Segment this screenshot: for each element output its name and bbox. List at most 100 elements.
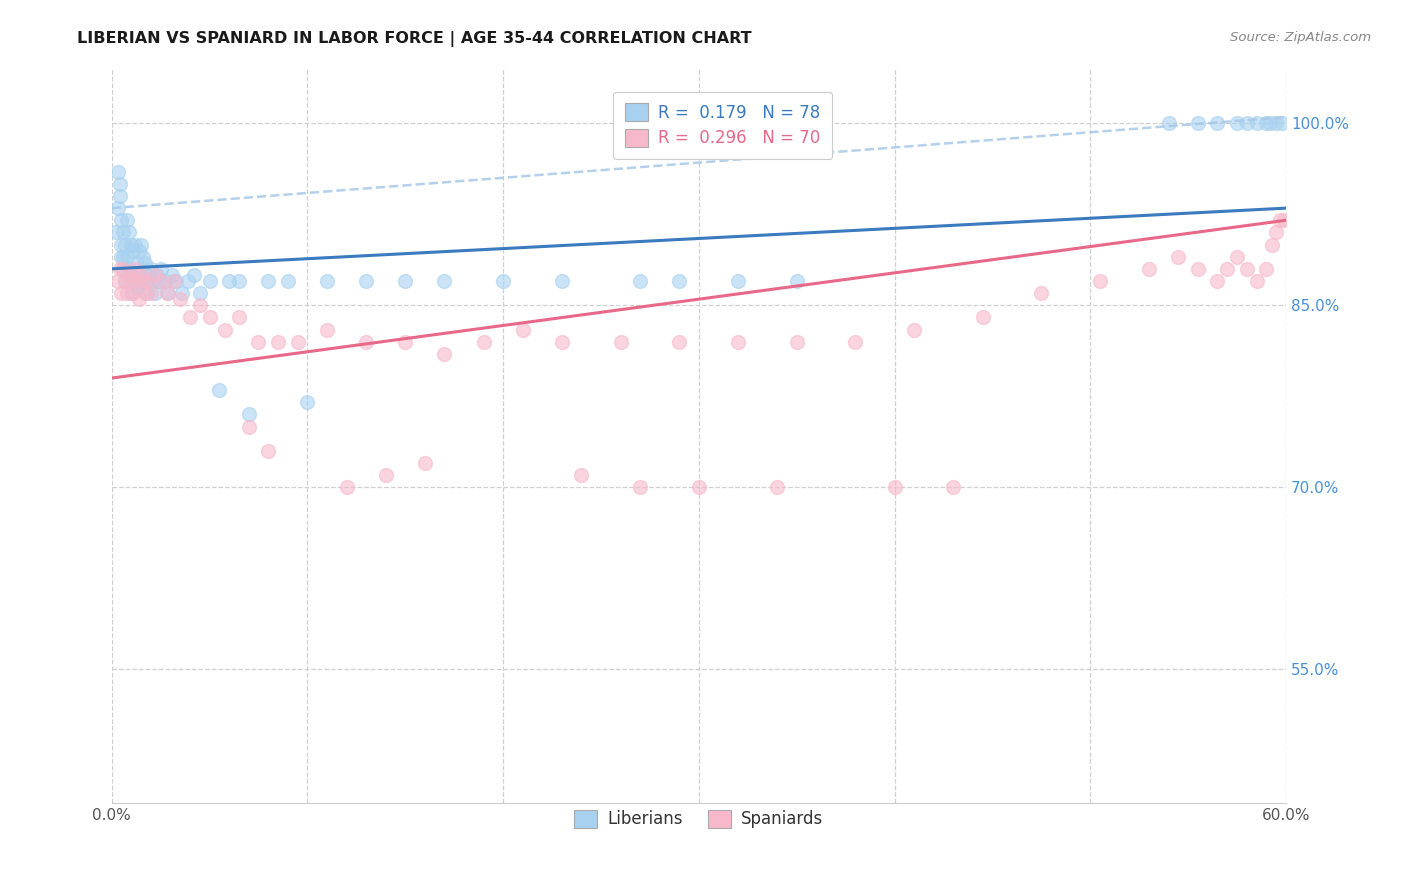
Point xyxy=(139,286,162,301)
Point xyxy=(287,334,309,349)
Point xyxy=(277,274,299,288)
Point xyxy=(120,274,142,288)
Point xyxy=(107,164,129,178)
Point xyxy=(124,237,146,252)
Point xyxy=(112,226,135,240)
Point xyxy=(143,286,166,301)
Point xyxy=(128,244,150,258)
Point xyxy=(727,334,749,349)
Point xyxy=(104,226,127,240)
Point xyxy=(668,274,690,288)
Point xyxy=(1187,261,1209,276)
Point xyxy=(110,286,132,301)
Point xyxy=(1271,116,1294,130)
Point xyxy=(117,286,139,301)
Point xyxy=(148,274,170,288)
Point xyxy=(1157,116,1180,130)
Point xyxy=(136,286,159,301)
Point xyxy=(551,274,574,288)
Point xyxy=(1246,274,1268,288)
Point xyxy=(198,310,221,325)
Point xyxy=(110,237,132,252)
Point xyxy=(1236,261,1258,276)
Point xyxy=(122,286,145,301)
Point xyxy=(766,480,789,494)
Point xyxy=(1137,261,1160,276)
Point xyxy=(433,347,456,361)
Point xyxy=(153,274,176,288)
Point xyxy=(145,268,167,282)
Point xyxy=(1206,116,1229,130)
Point xyxy=(188,286,211,301)
Point xyxy=(188,298,211,312)
Point xyxy=(238,408,260,422)
Point xyxy=(786,334,808,349)
Point xyxy=(120,286,142,301)
Point xyxy=(118,268,141,282)
Point xyxy=(117,213,139,227)
Point xyxy=(433,274,456,288)
Point xyxy=(108,261,131,276)
Point xyxy=(628,274,651,288)
Point xyxy=(571,468,593,483)
Point xyxy=(122,244,145,258)
Point xyxy=(108,177,131,191)
Point xyxy=(110,250,132,264)
Point xyxy=(179,310,201,325)
Point xyxy=(132,274,155,288)
Point xyxy=(238,419,260,434)
Point xyxy=(394,334,416,349)
Point xyxy=(120,237,142,252)
Point xyxy=(149,274,172,288)
Point xyxy=(128,292,150,306)
Point xyxy=(374,468,396,483)
Point xyxy=(112,250,135,264)
Text: Source: ZipAtlas.com: Source: ZipAtlas.com xyxy=(1230,31,1371,45)
Point xyxy=(127,256,149,270)
Text: LIBERIAN VS SPANIARD IN LABOR FORCE | AGE 35-44 CORRELATION CHART: LIBERIAN VS SPANIARD IN LABOR FORCE | AG… xyxy=(77,31,752,47)
Point xyxy=(972,310,994,325)
Point xyxy=(134,256,156,270)
Point xyxy=(228,274,250,288)
Point xyxy=(124,261,146,276)
Point xyxy=(134,286,156,301)
Point xyxy=(1187,116,1209,130)
Point xyxy=(1272,213,1295,227)
Point xyxy=(155,286,177,301)
Point xyxy=(110,213,132,227)
Point xyxy=(257,444,280,458)
Point xyxy=(257,274,280,288)
Point xyxy=(609,334,631,349)
Point xyxy=(628,480,651,494)
Point xyxy=(183,268,205,282)
Point xyxy=(1088,274,1111,288)
Point xyxy=(512,322,534,336)
Point xyxy=(1256,116,1278,130)
Point xyxy=(354,274,377,288)
Point xyxy=(218,274,240,288)
Point xyxy=(118,261,141,276)
Point xyxy=(139,261,162,276)
Point xyxy=(114,274,136,288)
Point xyxy=(114,237,136,252)
Point xyxy=(786,274,808,288)
Point xyxy=(1206,274,1229,288)
Point xyxy=(1236,116,1258,130)
Point xyxy=(136,268,159,282)
Point xyxy=(114,274,136,288)
Point xyxy=(551,334,574,349)
Point xyxy=(132,250,155,264)
Point xyxy=(844,334,866,349)
Point xyxy=(127,274,149,288)
Point xyxy=(118,226,141,240)
Point xyxy=(208,383,231,397)
Point xyxy=(903,322,925,336)
Point xyxy=(112,261,135,276)
Point xyxy=(1265,226,1288,240)
Point xyxy=(143,268,166,282)
Point xyxy=(297,395,319,409)
Point xyxy=(142,274,165,288)
Point xyxy=(1031,286,1053,301)
Point xyxy=(198,274,221,288)
Point xyxy=(247,334,270,349)
